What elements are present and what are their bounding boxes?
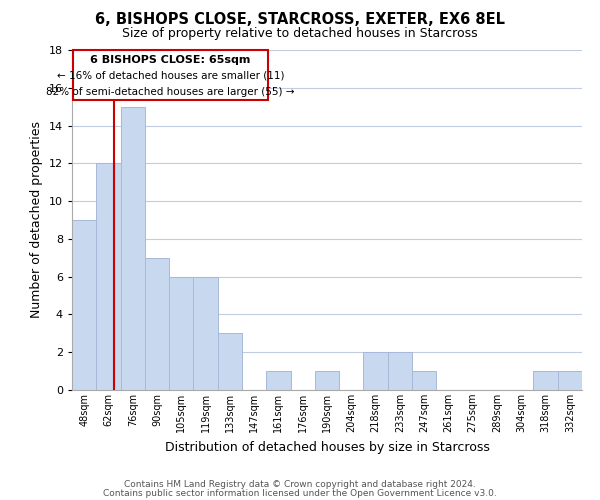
Bar — [364, 352, 388, 390]
FancyBboxPatch shape — [73, 50, 268, 100]
Bar — [533, 371, 558, 390]
Text: 82% of semi-detached houses are larger (55) →: 82% of semi-detached houses are larger (… — [46, 86, 295, 97]
Bar — [558, 371, 582, 390]
Bar — [388, 352, 412, 390]
Bar — [169, 276, 193, 390]
Bar — [315, 371, 339, 390]
Bar — [121, 106, 145, 390]
Bar — [72, 220, 96, 390]
Bar — [218, 334, 242, 390]
X-axis label: Distribution of detached houses by size in Starcross: Distribution of detached houses by size … — [164, 440, 490, 454]
Bar — [96, 164, 121, 390]
Bar — [193, 276, 218, 390]
Text: 6, BISHOPS CLOSE, STARCROSS, EXETER, EX6 8EL: 6, BISHOPS CLOSE, STARCROSS, EXETER, EX6… — [95, 12, 505, 28]
Y-axis label: Number of detached properties: Number of detached properties — [30, 122, 43, 318]
Text: Size of property relative to detached houses in Starcross: Size of property relative to detached ho… — [122, 28, 478, 40]
Bar — [145, 258, 169, 390]
Text: ← 16% of detached houses are smaller (11): ← 16% of detached houses are smaller (11… — [56, 70, 284, 81]
Text: 6 BISHOPS CLOSE: 65sqm: 6 BISHOPS CLOSE: 65sqm — [90, 56, 251, 66]
Bar — [266, 371, 290, 390]
Text: Contains HM Land Registry data © Crown copyright and database right 2024.: Contains HM Land Registry data © Crown c… — [124, 480, 476, 489]
Text: Contains public sector information licensed under the Open Government Licence v3: Contains public sector information licen… — [103, 488, 497, 498]
Bar — [412, 371, 436, 390]
